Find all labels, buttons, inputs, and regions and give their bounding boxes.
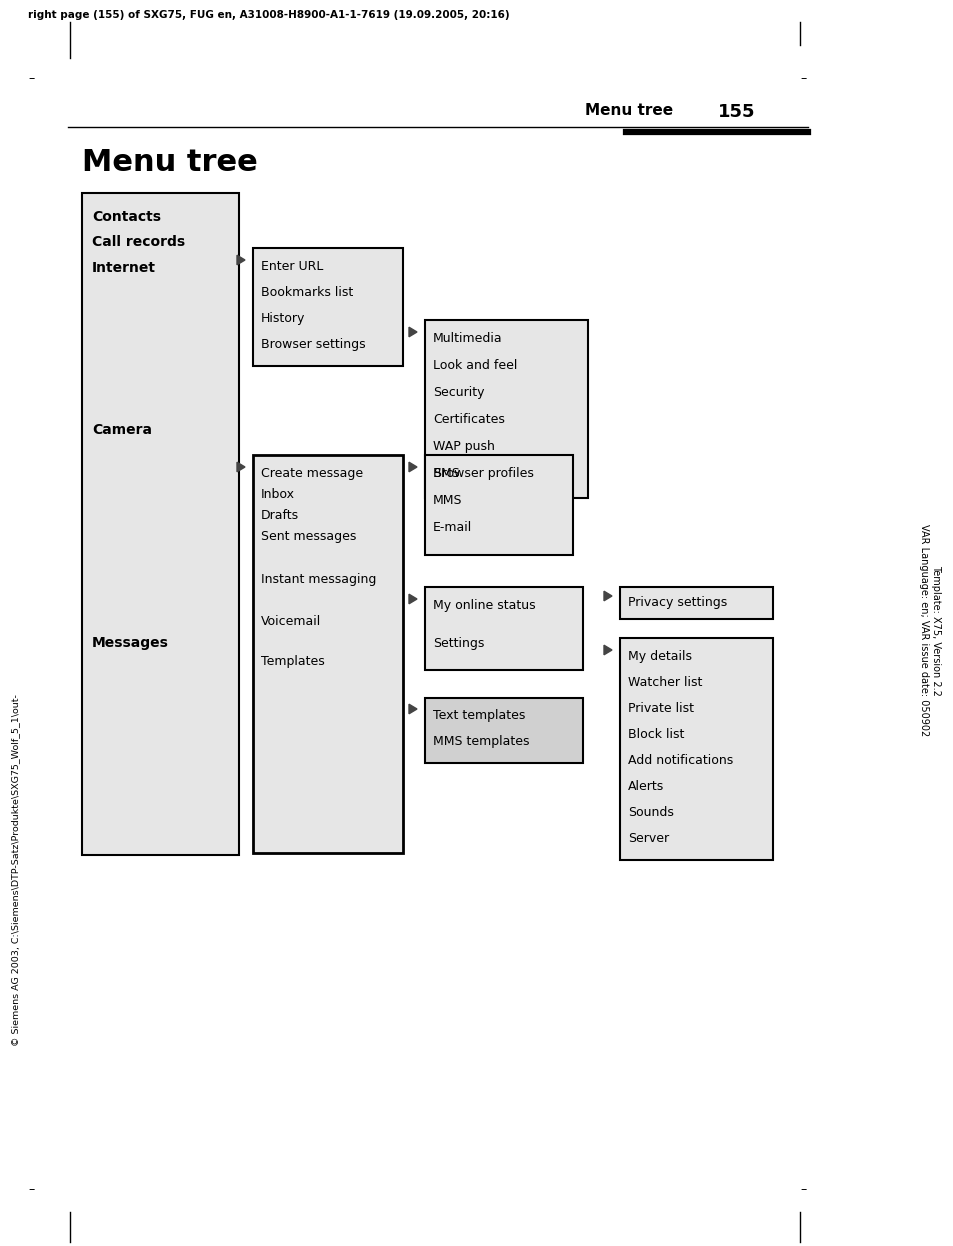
Text: Contacts: Contacts [91,211,161,224]
Text: –: – [800,1182,805,1196]
Text: Template: X75, Version 2.2
VAR Language: en; VAR issue date: 050902: Template: X75, Version 2.2 VAR Language:… [919,523,940,736]
Text: Block list: Block list [627,728,683,741]
Polygon shape [409,462,416,472]
Polygon shape [236,462,245,472]
Text: My details: My details [627,650,691,663]
Text: Camera: Camera [91,422,152,437]
Polygon shape [603,645,612,655]
Text: right page (155) of SXG75, FUG en, A31008-H8900-A1-1-7619 (19.09.2005, 20:16): right page (155) of SXG75, FUG en, A3100… [28,10,509,20]
Bar [253,455,402,854]
Text: My online status: My online status [433,599,535,612]
Text: Certificates: Certificates [433,412,504,426]
Text: –: – [28,1182,34,1196]
Text: Call records: Call records [91,235,185,249]
Polygon shape [409,328,416,336]
Polygon shape [236,255,245,265]
Text: Security: Security [433,386,484,399]
Text: Look and feel: Look and feel [433,359,517,373]
Text: WAP push: WAP push [433,440,495,454]
Text: Menu tree: Menu tree [82,148,257,177]
Text: Multimedia: Multimedia [433,331,502,345]
Text: Add notifications: Add notifications [627,754,733,768]
Text: Inbox: Inbox [261,488,294,501]
Bar [424,455,573,554]
Text: Alerts: Alerts [627,780,663,792]
Text: Privacy settings: Privacy settings [627,596,726,609]
Text: Text templates: Text templates [433,709,525,721]
Text: © Siemens AG 2003, C:\Siemens\DTP-Satz\Produkte\SXG75_Wolf_5_1\out-: © Siemens AG 2003, C:\Siemens\DTP-Satz\P… [11,694,20,1045]
Bar [424,698,582,763]
Text: Private list: Private list [627,701,693,715]
Bar [424,587,582,670]
Text: –: – [800,72,805,85]
Polygon shape [409,594,416,604]
Text: Server: Server [627,832,668,845]
Text: Templates: Templates [261,655,324,668]
Bar [82,193,239,855]
Bar [253,248,402,366]
Text: Voicemail: Voicemail [261,616,321,628]
Text: Sent messages: Sent messages [261,530,356,543]
Text: Watcher list: Watcher list [627,677,701,689]
Text: Instant messaging: Instant messaging [261,573,376,586]
Text: Menu tree: Menu tree [584,103,673,118]
Bar [619,638,772,860]
Text: –: – [28,72,34,85]
Text: Browser profiles: Browser profiles [433,467,534,480]
Bar [424,320,587,498]
Polygon shape [409,704,416,714]
Text: Settings: Settings [433,637,484,650]
Text: Internet: Internet [91,260,156,275]
Text: History: History [261,312,305,325]
Text: E-mail: E-mail [433,521,472,535]
Bar [619,587,772,619]
Text: 155: 155 [718,103,755,121]
Text: SMS: SMS [433,467,459,480]
Text: Browser settings: Browser settings [261,338,365,351]
Text: Drafts: Drafts [261,510,299,522]
Text: Create message: Create message [261,467,363,480]
Polygon shape [603,591,612,601]
Text: Bookmarks list: Bookmarks list [261,287,353,299]
Text: MMS templates: MMS templates [433,735,529,748]
Text: MMS: MMS [433,493,462,507]
Text: Sounds: Sounds [627,806,673,819]
Text: Enter URL: Enter URL [261,260,323,273]
Text: Messages: Messages [91,635,169,650]
